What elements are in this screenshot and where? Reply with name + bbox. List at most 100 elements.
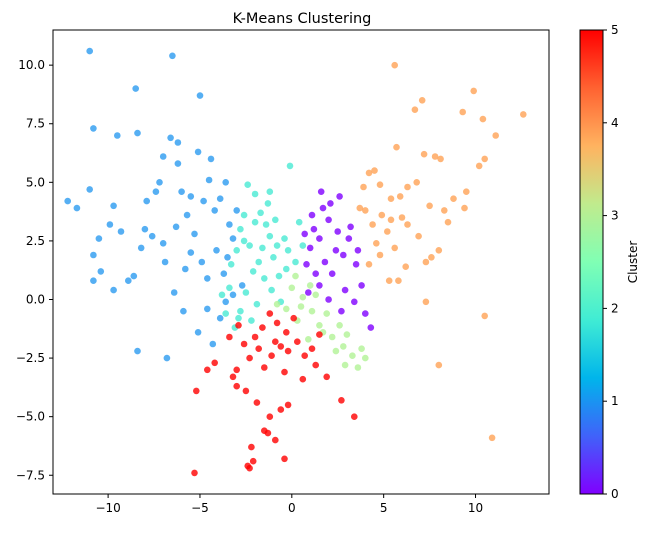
data-point-cluster-1 bbox=[159, 240, 167, 247]
data-point-cluster-2 bbox=[275, 272, 283, 280]
data-point-cluster-0 bbox=[328, 270, 336, 278]
data-point-cluster-2 bbox=[255, 258, 262, 266]
data-point-cluster-5 bbox=[226, 333, 233, 341]
data-point-cluster-4 bbox=[373, 240, 380, 247]
data-point-cluster-2 bbox=[249, 268, 257, 275]
data-point-cluster-1 bbox=[174, 139, 182, 146]
y-axis: −7.5 −5.0 −2.5 0.0 2.5 5.0 7.5 10.0 bbox=[16, 58, 53, 482]
data-point-cluster-4 bbox=[422, 258, 430, 266]
data-point-cluster-5 bbox=[251, 333, 259, 341]
y-tick-label: 10.0 bbox=[18, 58, 45, 72]
data-point-cluster-1 bbox=[204, 275, 211, 282]
data-point-cluster-5 bbox=[294, 338, 301, 346]
data-point-cluster-2 bbox=[251, 218, 259, 226]
data-point-cluster-4 bbox=[435, 247, 443, 254]
data-point-cluster-5 bbox=[281, 368, 288, 376]
data-point-cluster-5 bbox=[268, 352, 275, 360]
data-point-cluster-2 bbox=[295, 218, 303, 226]
data-point-cluster-5 bbox=[301, 352, 309, 360]
data-point-cluster-4 bbox=[470, 87, 478, 95]
data-point-cluster-0 bbox=[319, 204, 327, 212]
data-point-cluster-1 bbox=[97, 268, 105, 275]
y-tick-label: 2.5 bbox=[26, 234, 45, 248]
data-point-cluster-2 bbox=[264, 200, 272, 207]
data-point-cluster-4 bbox=[422, 298, 430, 306]
data-point-cluster-3 bbox=[283, 305, 290, 313]
data-point-cluster-0 bbox=[341, 286, 349, 294]
data-point-cluster-5 bbox=[233, 382, 240, 390]
data-point-cluster-2 bbox=[235, 314, 242, 322]
data-point-cluster-2 bbox=[283, 265, 290, 273]
data-point-cluster-2 bbox=[270, 253, 277, 261]
data-point-cluster-5 bbox=[284, 347, 292, 355]
data-point-cluster-5 bbox=[264, 429, 272, 437]
data-point-cluster-3 bbox=[341, 361, 349, 369]
data-point-cluster-0 bbox=[336, 193, 343, 200]
data-point-cluster-2 bbox=[257, 209, 264, 217]
x-tick-label: 5 bbox=[380, 501, 388, 515]
data-point-cluster-1 bbox=[172, 223, 180, 231]
data-point-cluster-2 bbox=[272, 216, 279, 224]
data-point-cluster-4 bbox=[437, 155, 444, 163]
data-point-cluster-4 bbox=[395, 277, 402, 285]
data-point-cluster-4 bbox=[396, 193, 404, 200]
data-point-cluster-1 bbox=[125, 277, 132, 285]
data-point-cluster-0 bbox=[325, 216, 332, 224]
data-point-cluster-0 bbox=[334, 228, 342, 235]
data-point-cluster-1 bbox=[86, 186, 93, 193]
data-point-cluster-3 bbox=[306, 282, 314, 289]
data-point-cluster-5 bbox=[211, 359, 218, 367]
data-point-cluster-0 bbox=[358, 282, 365, 289]
data-point-cluster-0 bbox=[327, 200, 334, 207]
data-point-cluster-5 bbox=[261, 364, 268, 371]
data-point-cluster-2 bbox=[218, 291, 226, 299]
data-point-cluster-3 bbox=[354, 364, 362, 371]
y-tick-label: 0.0 bbox=[26, 292, 45, 306]
data-point-cluster-3 bbox=[349, 352, 356, 360]
data-point-cluster-1 bbox=[143, 197, 150, 205]
data-point-cluster-4 bbox=[459, 108, 467, 116]
data-point-cluster-1 bbox=[238, 282, 246, 289]
data-point-cluster-4 bbox=[481, 312, 489, 320]
y-tick-label: 5.0 bbox=[26, 175, 45, 189]
data-point-cluster-4 bbox=[391, 61, 399, 69]
data-point-cluster-1 bbox=[229, 235, 237, 242]
data-point-cluster-3 bbox=[336, 322, 343, 329]
colorbar bbox=[580, 30, 603, 494]
data-point-cluster-1 bbox=[222, 298, 229, 306]
data-point-cluster-1 bbox=[178, 188, 185, 195]
data-point-cluster-4 bbox=[444, 218, 452, 226]
colorbar-tick-label: 5 bbox=[611, 23, 619, 37]
data-point-cluster-3 bbox=[292, 272, 299, 280]
data-point-cluster-0 bbox=[308, 211, 316, 219]
data-point-cluster-5 bbox=[308, 345, 316, 353]
data-point-cluster-1 bbox=[191, 230, 198, 238]
data-point-cluster-1 bbox=[187, 249, 195, 256]
data-point-cluster-4 bbox=[435, 361, 443, 369]
x-axis: −10 −5 0 5 10 bbox=[95, 494, 483, 515]
data-point-cluster-3 bbox=[297, 303, 305, 310]
data-point-cluster-0 bbox=[340, 251, 347, 259]
data-point-cluster-5 bbox=[283, 329, 290, 336]
data-point-cluster-1 bbox=[134, 129, 141, 137]
data-point-cluster-1 bbox=[194, 148, 202, 156]
data-point-cluster-5 bbox=[242, 387, 250, 395]
data-point-cluster-4 bbox=[371, 167, 378, 174]
data-point-cluster-2 bbox=[226, 284, 233, 292]
data-point-cluster-4 bbox=[441, 207, 448, 214]
y-tick-label: −2.5 bbox=[16, 351, 45, 365]
colorbar-tick-label: 3 bbox=[611, 209, 619, 223]
x-tick-label: −5 bbox=[191, 501, 209, 515]
data-point-cluster-1 bbox=[213, 247, 220, 254]
data-point-cluster-5 bbox=[246, 354, 253, 362]
data-point-cluster-1 bbox=[229, 291, 237, 299]
data-point-cluster-4 bbox=[402, 263, 410, 271]
data-point-cluster-1 bbox=[180, 307, 187, 315]
data-point-cluster-2 bbox=[266, 232, 274, 240]
data-point-cluster-1 bbox=[90, 277, 97, 285]
data-point-cluster-4 bbox=[475, 162, 483, 170]
data-point-cluster-2 bbox=[253, 300, 261, 308]
data-point-cluster-4 bbox=[418, 97, 426, 104]
data-point-cluster-5 bbox=[312, 361, 320, 369]
